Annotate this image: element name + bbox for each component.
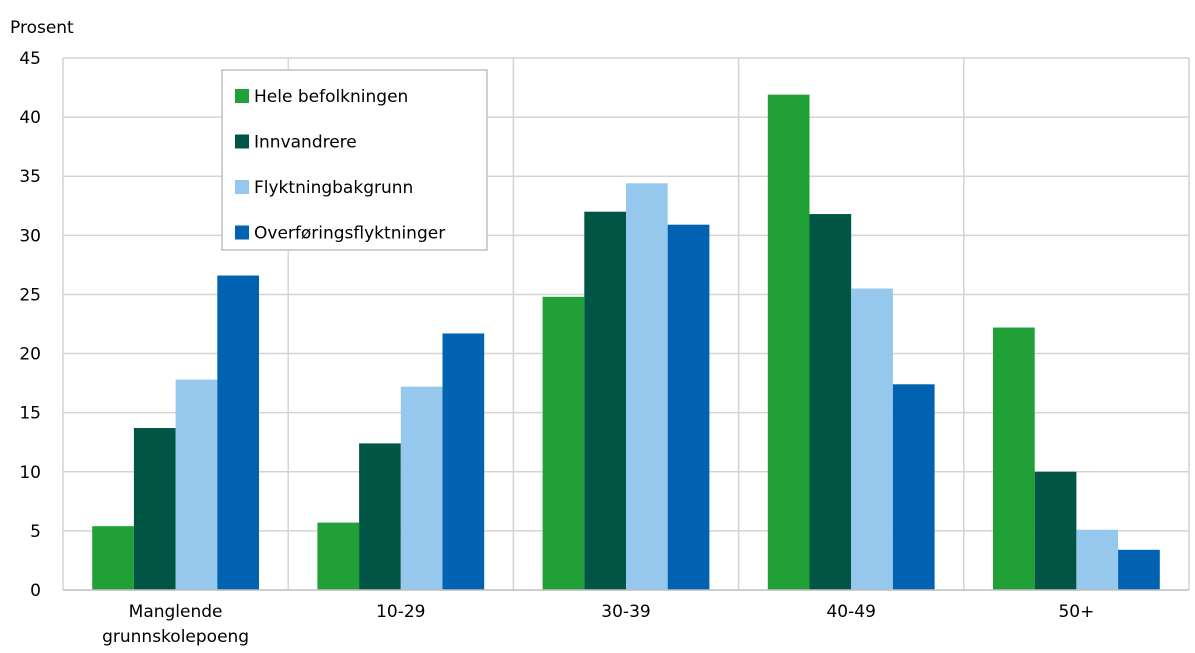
x-tick-label: 50+ <box>1058 602 1094 622</box>
bar <box>317 522 360 590</box>
y-tick-label: 35 <box>19 167 41 187</box>
y-tick-label: 0 <box>30 581 41 601</box>
bar <box>1076 529 1119 590</box>
legend-label: Overføringsflyktninger <box>254 224 445 244</box>
bar <box>767 94 810 590</box>
bar <box>542 296 585 590</box>
legend-swatch <box>235 180 249 194</box>
legend-swatch <box>235 89 249 103</box>
axes: 0 5 10 15 20 25 30 35 40 45 Manglende grunnskolepoe… <box>19 49 1189 647</box>
y-tick-label: 20 <box>19 345 41 365</box>
bar <box>133 428 176 590</box>
bar <box>993 327 1035 590</box>
y-tick-label: 45 <box>19 49 41 69</box>
legend-swatch <box>235 134 249 149</box>
legend-label: Hele befolkningen <box>254 87 408 107</box>
y-tick-label: 5 <box>30 522 41 542</box>
x-tick-label: 30-39 <box>601 602 650 622</box>
x-tick-label: 40-49 <box>826 602 875 622</box>
y-axis-label: Prosent <box>10 18 74 38</box>
legend: Hele befolkningen Innvandrere Flyktningbak… <box>221 69 488 251</box>
bar <box>667 224 710 590</box>
bar <box>626 183 668 590</box>
legend-label: Flyktningbakgrunn <box>254 178 413 198</box>
bar <box>809 214 852 590</box>
bar <box>400 386 443 590</box>
y-tick-label: 40 <box>19 108 41 128</box>
y-tick-label: 30 <box>19 226 41 246</box>
bar <box>442 333 485 590</box>
legend-swatch <box>235 225 249 240</box>
legend-box <box>221 69 488 251</box>
x-tick-label: Manglende <box>129 602 223 622</box>
bar <box>217 275 259 590</box>
bar <box>1034 471 1077 590</box>
bars <box>92 94 1160 590</box>
bar <box>359 443 401 590</box>
bar <box>1118 549 1160 590</box>
legend-label: Innvandrere <box>254 133 357 153</box>
bar <box>175 379 218 590</box>
x-tick-label: grunnskolepoeng <box>102 627 249 647</box>
bar <box>851 288 893 590</box>
bar <box>92 526 134 590</box>
bar <box>892 384 935 590</box>
y-tick-label: 15 <box>19 404 41 424</box>
y-tick-label: 25 <box>19 285 41 305</box>
x-tick-label: 10-29 <box>376 602 425 622</box>
bar <box>584 211 626 590</box>
y-tick-label: 10 <box>19 463 41 483</box>
